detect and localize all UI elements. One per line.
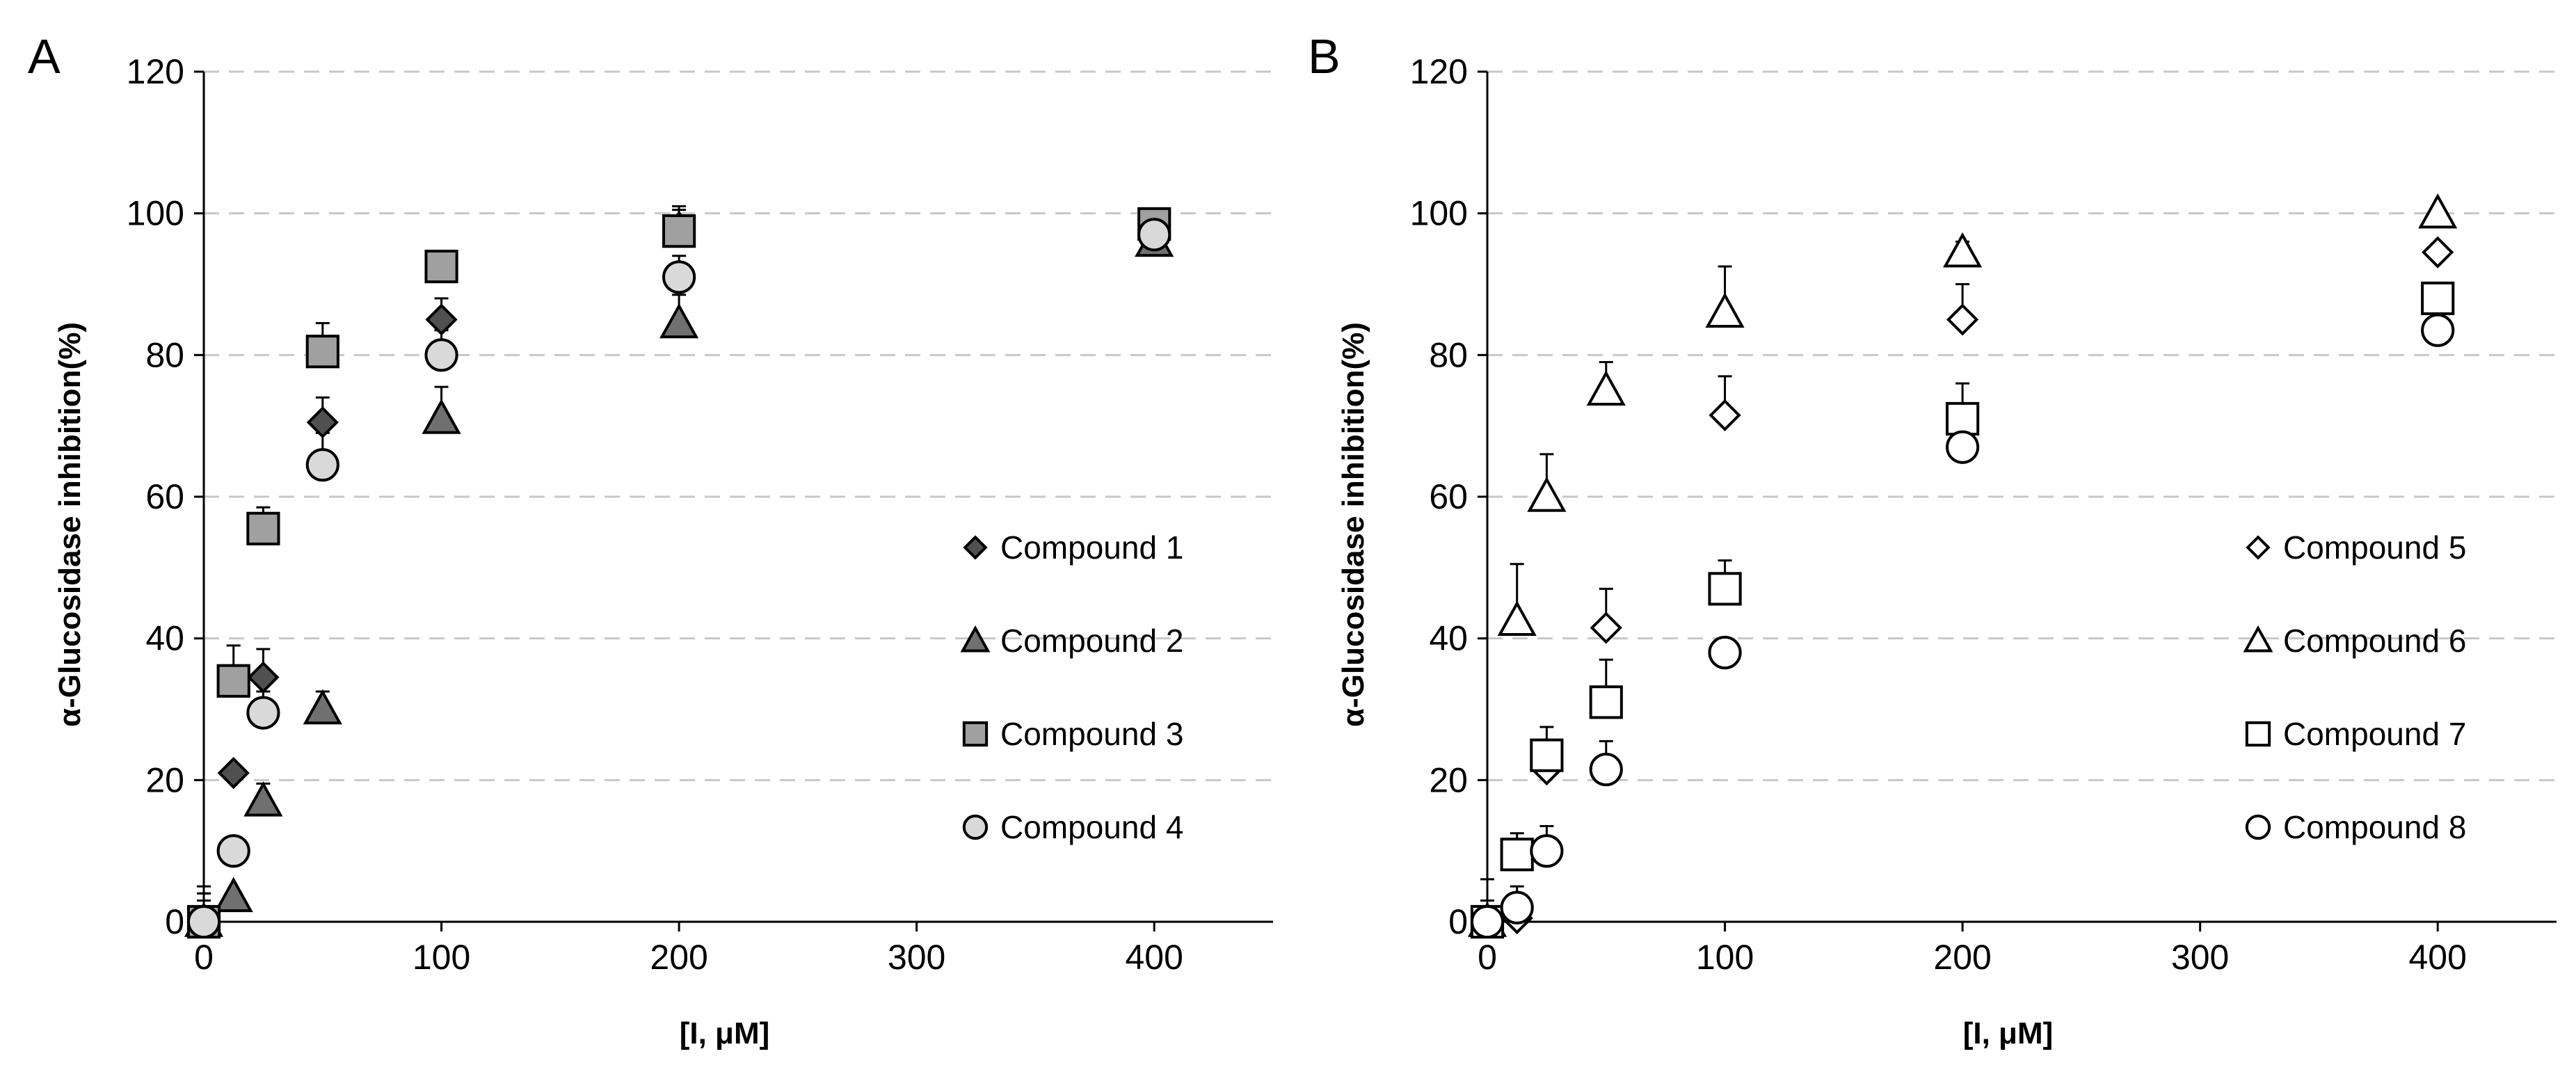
compound-7-point-5: [1946, 401, 1980, 436]
compound-6-point-1: [1497, 600, 1537, 636]
y-tick-label: 120: [127, 52, 184, 91]
legend-label-compound-4: Compound 4: [1000, 809, 1183, 845]
y-tick-label: 0: [1448, 902, 1468, 941]
compound-2-point-3: [303, 689, 342, 725]
y-axis-title: α-Glucosidase inhibition(%): [1336, 322, 1370, 727]
compound-4-point-1: [216, 834, 250, 868]
y-tick-label: 20: [145, 760, 184, 799]
compound-6-point-3: [1586, 370, 1626, 406]
legend-compound-6-point-0: [2243, 625, 2273, 653]
x-tick-label: 0: [1478, 938, 1497, 977]
compound-7-point-4: [1708, 572, 1742, 606]
legend-compound-5-point-0: [2246, 535, 2271, 560]
compound-2-point-1: [214, 877, 253, 913]
compound-4-point-0: [186, 904, 221, 939]
compound-4-point-5: [662, 260, 696, 294]
compound-5-point-3: [1590, 612, 1622, 644]
panel-a: 0 20 40 60 80 100 120 0 100 200 300 400 [I, μM] α-Glu…: [28, 29, 1273, 1050]
compound-8-point-4: [1708, 635, 1742, 670]
y-tick-label: 120: [1410, 52, 1468, 91]
panel-b: 0 20 40 60 80 100 120 0 100 200 300 400 [I, μM] α-Glu…: [1308, 29, 2557, 1050]
compound-3-point-3: [305, 335, 339, 369]
legend-compound-7-point-0: [2245, 721, 2271, 747]
compound-7-point-6: [2421, 281, 2455, 315]
compound-6-point-6: [2418, 193, 2458, 229]
y-tick-label: 100: [127, 194, 184, 233]
panel-label: A: [28, 29, 61, 83]
legend-compound-3-point-0: [962, 721, 989, 747]
legend-label-compound-1: Compound 1: [1000, 529, 1183, 566]
compound-1-point-3: [306, 406, 339, 439]
compound-5-point-4: [1709, 399, 1741, 432]
compound-8-point-3: [1589, 752, 1623, 787]
y-tick-label: 60: [1429, 477, 1468, 516]
compound-7-point-3: [1589, 685, 1623, 719]
compound-5-point-5: [1946, 303, 1979, 336]
compound-6-point-2: [1527, 477, 1567, 512]
compound-8-point-0: [1470, 904, 1505, 939]
x-tick-label: 100: [413, 938, 470, 977]
compound-4-point-3: [305, 448, 339, 482]
compound-1-point-4: [425, 303, 458, 336]
compound-3-point-5: [662, 214, 696, 248]
legend-label-compound-8: Compound 8: [2283, 809, 2466, 845]
legend-label-compound-2: Compound 2: [1000, 623, 1183, 659]
compound-7-point-1: [1500, 838, 1534, 872]
compound-2-point-2: [243, 781, 283, 817]
compound-1-point-1: [217, 757, 250, 790]
x-tick-label: 0: [194, 938, 214, 977]
compound-8-point-2: [1530, 834, 1564, 868]
legend-label-compound-6: Compound 6: [2283, 623, 2466, 659]
legend-compound-8-point-0: [2245, 814, 2271, 840]
compound-7-point-2: [1530, 738, 1564, 772]
legend-label-compound-7: Compound 7: [2283, 716, 2466, 752]
compound-6-point-5: [1943, 232, 1983, 268]
y-tick-label: 60: [145, 477, 184, 516]
y-tick-label: 40: [145, 619, 184, 658]
x-axis-title: [I, μM]: [1963, 1016, 2054, 1050]
legend-compound-2-point-0: [960, 625, 991, 653]
y-axis-title: α-Glucosidase inhibition(%): [53, 322, 87, 727]
compound-6-point-4: [1705, 292, 1745, 328]
legend-compound-1-point-0: [963, 535, 988, 560]
x-tick-label: 300: [2171, 938, 2229, 977]
compound-1-point-2: [247, 661, 280, 694]
compound-3-point-4: [424, 249, 458, 284]
legend-label-compound-3: Compound 3: [1000, 716, 1183, 752]
compound-4-point-2: [246, 696, 280, 730]
y-tick-label: 20: [1429, 760, 1468, 799]
compound-3-point-2: [246, 511, 280, 545]
y-tick-label: 40: [1429, 619, 1468, 658]
x-tick-label: 200: [1933, 938, 1991, 977]
x-tick-label: 100: [1696, 938, 1754, 977]
compound-4-point-4: [424, 338, 458, 372]
legend-label-compound-5: Compound 5: [2283, 529, 2466, 566]
compound-8-point-1: [1500, 890, 1534, 925]
y-tick-label: 80: [145, 335, 184, 374]
x-tick-label: 200: [650, 938, 707, 977]
panel-label: B: [1308, 29, 1341, 83]
compound-8-point-6: [2421, 313, 2455, 347]
compound-2-point-4: [422, 399, 461, 434]
y-tick-label: 80: [1429, 335, 1468, 374]
x-tick-label: 300: [888, 938, 945, 977]
compound-3-point-1: [216, 664, 250, 698]
legend-compound-4-point-0: [962, 814, 989, 840]
compound-8-point-5: [1946, 430, 1980, 464]
compound-5-point-6: [2422, 236, 2454, 269]
compound-4-point-6: [1137, 218, 1171, 252]
y-tick-label: 100: [1410, 194, 1468, 233]
compound-2-point-5: [659, 303, 699, 339]
x-tick-label: 400: [2409, 938, 2467, 977]
y-tick-label: 0: [165, 902, 184, 941]
x-axis-title: [I, μM]: [680, 1016, 770, 1050]
x-tick-label: 400: [1126, 938, 1183, 977]
